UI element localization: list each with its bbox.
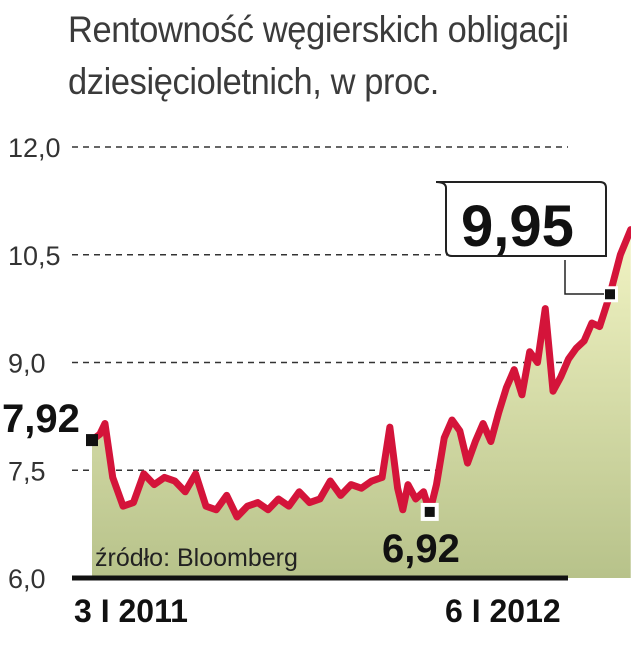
data-point xyxy=(388,426,391,429)
data-point xyxy=(401,508,404,511)
data-point xyxy=(256,501,259,504)
data-point xyxy=(474,440,477,443)
data-point xyxy=(204,505,207,508)
data-point xyxy=(443,436,446,439)
data-point xyxy=(184,490,187,493)
data-point xyxy=(381,476,384,479)
data-point xyxy=(451,418,454,421)
marker-end xyxy=(605,289,615,299)
data-point xyxy=(590,321,593,324)
annotation-end-label: 9,95 xyxy=(461,194,574,259)
data-point xyxy=(132,501,135,504)
area-layer xyxy=(92,230,631,578)
data-point xyxy=(544,307,547,310)
y-tick-label: 12,0 xyxy=(8,133,61,163)
data-point xyxy=(277,497,280,500)
data-point xyxy=(497,411,500,414)
data-point xyxy=(329,480,332,483)
data-point xyxy=(505,386,508,389)
data-point xyxy=(482,422,485,425)
data-point xyxy=(122,505,125,508)
data-point xyxy=(267,508,270,511)
data-point xyxy=(567,357,570,360)
marker-min xyxy=(425,507,435,517)
data-point xyxy=(458,429,461,432)
data-point xyxy=(215,508,218,511)
data-point xyxy=(396,487,399,490)
data-point xyxy=(225,494,228,497)
data-point xyxy=(619,253,622,256)
data-point xyxy=(194,472,197,475)
data-point xyxy=(339,494,342,497)
data-point xyxy=(236,515,239,518)
data-point xyxy=(308,501,311,504)
x-tick-label: 6 I 2012 xyxy=(445,593,561,629)
data-point xyxy=(298,490,301,493)
data-point xyxy=(575,347,578,350)
y-tick-label: 7,5 xyxy=(8,456,46,486)
data-point xyxy=(552,390,555,393)
marker-start xyxy=(86,434,98,446)
data-point xyxy=(466,462,469,465)
data-point xyxy=(414,497,417,500)
data-point xyxy=(98,433,101,436)
data-point xyxy=(435,483,438,486)
callout-connector xyxy=(565,260,604,294)
data-point xyxy=(406,483,409,486)
data-point xyxy=(513,368,516,371)
source-label: źródło: Bloomberg xyxy=(95,544,298,572)
y-tick-label: 10,5 xyxy=(8,241,61,271)
data-point xyxy=(287,505,290,508)
data-point xyxy=(370,480,373,483)
annotation-start-label: 7,92 xyxy=(2,397,80,441)
data-point xyxy=(173,480,176,483)
data-point xyxy=(520,393,523,396)
data-point xyxy=(528,350,531,353)
data-point xyxy=(111,476,114,479)
data-point xyxy=(559,375,562,378)
data-point xyxy=(142,472,145,475)
data-point xyxy=(360,487,363,490)
data-point xyxy=(103,422,106,425)
annotation-min-label: 6,92 xyxy=(382,527,460,571)
data-point xyxy=(246,505,249,508)
data-point xyxy=(422,490,425,493)
x-tick-label: 3 I 2011 xyxy=(74,593,188,629)
axis-layer: 3 I 2011 6 I 2012 xyxy=(72,578,568,629)
y-tick-label: 6,0 xyxy=(8,564,46,594)
data-point xyxy=(318,497,321,500)
data-point xyxy=(598,325,601,328)
area-fill xyxy=(92,230,631,578)
data-point xyxy=(163,476,166,479)
data-point xyxy=(489,440,492,443)
data-point xyxy=(583,339,586,342)
y-tick-label: 9,0 xyxy=(8,349,46,379)
data-point xyxy=(536,361,539,364)
data-point xyxy=(153,483,156,486)
data-point xyxy=(350,483,353,486)
